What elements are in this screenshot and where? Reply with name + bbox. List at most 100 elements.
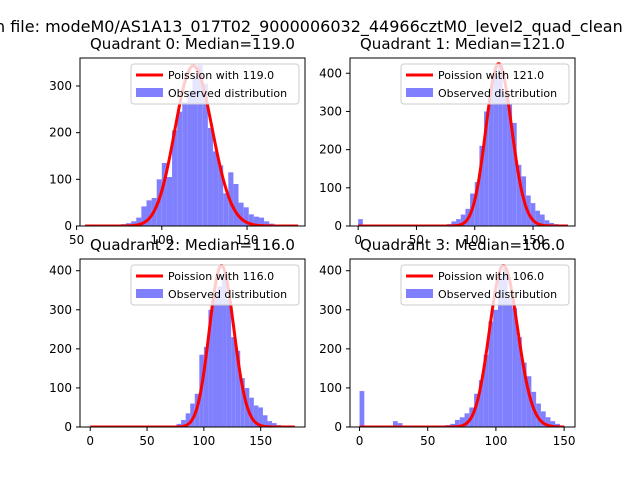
y-tick-label: 200	[319, 143, 342, 157]
x-tick-label: 50	[139, 434, 154, 448]
figure-suptitle: n file: modeM0/AS1A13_017T02_9000006032_…	[0, 17, 623, 37]
histogram-bar	[240, 378, 245, 427]
x-tick-label: 100	[484, 434, 507, 448]
histogram-bar	[249, 397, 254, 427]
legend-bar-swatch	[406, 88, 433, 97]
legend-bar-swatch	[136, 289, 163, 298]
histogram-bar	[248, 214, 254, 226]
histogram-bar	[181, 419, 186, 427]
histogram-bar	[217, 286, 223, 427]
histogram-bar	[136, 217, 142, 226]
histogram-bar	[545, 417, 551, 427]
subplot-title: Quadrant 3: Median=106.0	[360, 236, 565, 254]
histogram-bar	[456, 219, 461, 226]
histogram-bar	[146, 200, 152, 226]
histogram-bar	[507, 103, 513, 226]
histogram-bar	[512, 122, 517, 226]
subplot-2: 0 50 100 150 0 100 200 300 400 Quadrant 2: Median…	[49, 236, 306, 448]
histogram-bar	[488, 321, 494, 427]
x-tick-label: 150	[553, 434, 576, 448]
histogram-bar	[233, 184, 239, 226]
y-tick-label: 100	[49, 172, 72, 186]
histogram-bar	[474, 182, 480, 226]
legend-box	[400, 63, 570, 105]
legend-label-observed: Observed distribution	[438, 288, 557, 301]
x-tick-label: 0	[354, 233, 362, 247]
histogram-bar	[258, 217, 265, 226]
axes-frame	[349, 57, 576, 227]
legend-box	[130, 63, 300, 105]
legend-label-poisson: Poission with 106.0	[438, 270, 544, 283]
histogram-bar	[253, 216, 259, 226]
histogram-bar	[451, 221, 457, 226]
legend-label-observed: Observed distribution	[168, 288, 287, 301]
subplot-title: Quadrant 2: Median=116.0	[90, 236, 295, 254]
plot-area	[89, 264, 296, 427]
histogram-bar	[464, 413, 470, 427]
histogram-bar	[493, 309, 498, 427]
legend-bar-swatch	[406, 289, 433, 298]
histogram-bar	[172, 130, 178, 226]
x-tick-label: 0	[86, 434, 94, 448]
y-tick-label: 0	[64, 420, 72, 434]
histogram-bar	[238, 202, 244, 226]
legend-label-poisson: Poission with 121.0	[438, 69, 544, 82]
histogram-bar	[498, 65, 503, 226]
x-tick-label: 100	[192, 434, 215, 448]
histogram-bar	[272, 423, 277, 427]
histogram-bar	[455, 419, 460, 427]
histogram-bar	[222, 274, 227, 427]
histogram-bar	[497, 276, 503, 427]
poisson-curve	[89, 264, 296, 427]
histogram-bar	[264, 221, 270, 226]
histogram-bar	[502, 268, 508, 427]
histogram-bar	[190, 403, 195, 427]
histogram-bar	[359, 391, 365, 427]
y-tick-label: 400	[319, 66, 342, 80]
histogram-bar	[550, 421, 556, 427]
histogram-bar	[141, 206, 147, 226]
histogram-bar	[218, 165, 224, 226]
subplot-grid: 50 100 150 0 100 200 300 Quadrant 0: Median=119…	[49, 35, 575, 448]
histogram-bar	[512, 307, 518, 427]
histogram-bar	[258, 407, 263, 427]
x-tick-label: 50	[69, 233, 84, 247]
histogram-bar	[484, 111, 489, 226]
x-tick-label: 100	[463, 233, 486, 247]
histogram-bar	[166, 177, 173, 226]
y-tick-label: 300	[49, 303, 72, 317]
y-tick-label: 200	[319, 342, 342, 356]
histogram-bar	[516, 164, 522, 226]
histogram-bar	[536, 403, 541, 427]
histogram-bar	[526, 376, 532, 427]
y-tick-label: 100	[319, 381, 342, 395]
subplot-0: 50 100 150 0 100 200 300 Quadrant 0: Median=119…	[49, 35, 306, 247]
histogram-bar	[267, 421, 273, 427]
histogram-bar	[208, 309, 213, 427]
histogram-bar	[483, 354, 489, 427]
histogram-bar	[474, 393, 479, 427]
legend-label-poisson: Poission with 119.0	[168, 69, 274, 82]
histogram-bar	[223, 193, 229, 226]
histogram-bar	[517, 337, 522, 427]
histogram-bar	[460, 214, 466, 226]
histogram-bar	[507, 298, 513, 427]
subplot-3: 0 50 100 150 0 100 200 300 400 Quadrant 3: Median…	[319, 236, 575, 448]
legend: Poission with 106.0 Observed distribution	[400, 264, 570, 306]
poisson-curve	[357, 62, 569, 226]
plot-area	[359, 264, 565, 427]
histogram-bar	[530, 203, 536, 226]
x-tick-label: 50	[409, 233, 424, 247]
y-tick-label: 200	[49, 342, 72, 356]
axes-frame	[79, 57, 306, 227]
y-tick-label: 0	[64, 219, 72, 233]
histogram-bar	[212, 151, 219, 226]
legend: Poission with 121.0 Observed distribution	[400, 63, 570, 105]
histogram-bar	[226, 300, 232, 427]
x-tick-label: 150	[249, 434, 272, 448]
histogram-bar	[185, 413, 191, 427]
histogram-bar	[243, 207, 249, 226]
legend: Poission with 119.0 Observed distribution	[130, 63, 300, 105]
poisson-curve	[359, 264, 565, 427]
